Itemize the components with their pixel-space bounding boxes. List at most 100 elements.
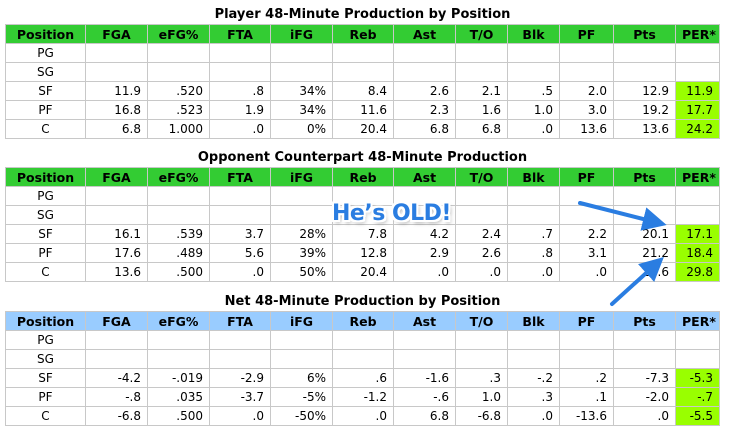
player-production-table: Position FGA eFG% FTA iFG Reb Ast T/O Blk PF Pts PE…: [5, 24, 720, 139]
stat-cell: [613, 205, 676, 225]
stat-cell: 13.6: [613, 119, 676, 139]
stat-cell: [209, 205, 271, 225]
table-row: SF -4.2 -.019 -2.9 6% .6 -1.6.3 -.2.2 -7.3 -5.3: [5, 368, 720, 388]
column-header: T/O: [455, 24, 508, 44]
stat-cell: [507, 205, 560, 225]
stat-cell: [270, 349, 333, 369]
table-row: PF 17.6.489 5.6 39% 12.8 2.9 2.6.8 3.1 21.2 18.4: [5, 243, 720, 263]
stat-cell: .0: [455, 262, 508, 282]
column-header: Position: [5, 24, 86, 44]
stat-cell: -6.8: [455, 406, 508, 426]
stat-cell: 13.6: [613, 262, 676, 282]
stat-cell: [332, 205, 394, 225]
stat-cell: .0: [507, 262, 560, 282]
per-cell: -.7: [675, 387, 720, 407]
stat-cell: [85, 186, 148, 206]
stat-cell: 21.2: [613, 243, 676, 263]
stat-cell: .035: [147, 387, 210, 407]
per-cell: 17.1: [675, 224, 720, 244]
stat-cell: .0: [507, 119, 560, 139]
stat-cell: [147, 186, 210, 206]
stat-cell: [332, 186, 394, 206]
position-cell: C: [5, 119, 86, 139]
per-cell: 29.8: [675, 262, 720, 282]
stat-cell: 2.9: [393, 243, 456, 263]
stat-cell: [393, 43, 456, 63]
stat-cell: [209, 43, 271, 63]
stat-cell: 16.1: [85, 224, 148, 244]
table-row: PF -.8.035 -3.7 -5% -1.2 -.6 1.0.3.1 -2.0 -.7: [5, 387, 720, 407]
stat-cell: [507, 349, 560, 369]
stat-cell: [559, 62, 614, 82]
stat-cell: 1.6: [455, 100, 508, 120]
stat-cell: [209, 186, 271, 206]
stat-cell: .0: [393, 262, 456, 282]
column-header: Position: [5, 311, 86, 331]
stat-cell: [393, 205, 456, 225]
column-header: Reb: [332, 24, 394, 44]
header-row: Position FGA eFG% FTA iFG Reb Ast T/O Blk PF Pts PE…: [5, 167, 720, 187]
per-cell: [675, 62, 720, 82]
per-cell: -5.5: [675, 406, 720, 426]
stat-cell: [559, 349, 614, 369]
stat-cell: [393, 62, 456, 82]
stat-cell: -3.7: [209, 387, 271, 407]
stat-cell: .0: [209, 119, 271, 139]
net-production-table: Position FGA eFG% FTA iFG Reb Ast T/O Blk PF Pts PE…: [5, 311, 720, 426]
stat-cell: .8: [209, 81, 271, 101]
stat-cell: 19.2: [613, 100, 676, 120]
column-header: T/O: [455, 311, 508, 331]
stat-cell: 4.2: [393, 224, 456, 244]
stat-cell: 3.0: [559, 100, 614, 120]
stat-cell: .523: [147, 100, 210, 120]
stat-cell: [270, 43, 333, 63]
position-cell: PG: [5, 330, 86, 350]
stat-cell: [85, 62, 148, 82]
stat-cell: [209, 62, 271, 82]
stat-cell: 8.4: [332, 81, 394, 101]
column-header: Position: [5, 167, 86, 187]
header-row: Position FGA eFG% FTA iFG Reb Ast T/O Blk PF Pts PE…: [5, 311, 720, 331]
table-row: PG: [5, 330, 720, 350]
position-cell: PG: [5, 43, 86, 63]
stat-cell: 7.8: [332, 224, 394, 244]
stat-cell: .8: [507, 243, 560, 263]
column-header: Blk: [507, 167, 560, 187]
stat-cell: [559, 330, 614, 350]
stat-cell: 11.9: [85, 81, 148, 101]
column-header: Blk: [507, 24, 560, 44]
stat-cell: .500: [147, 262, 210, 282]
table-row: PG: [5, 43, 720, 63]
per-cell: [675, 330, 720, 350]
stat-cell: 2.2: [559, 224, 614, 244]
stat-cell: 6.8: [393, 119, 456, 139]
column-header: FGA: [85, 311, 148, 331]
stat-cell: [507, 330, 560, 350]
stat-cell: [455, 349, 508, 369]
position-cell: SG: [5, 62, 86, 82]
stat-cell: [455, 43, 508, 63]
stat-cell: [147, 330, 210, 350]
position-cell: C: [5, 406, 86, 426]
stat-cell: 1.0: [455, 387, 508, 407]
player-production-section: Player 48-Minute Production by Position …: [5, 6, 720, 139]
stat-cell: -.019: [147, 368, 210, 388]
stat-cell: [270, 205, 333, 225]
stat-cell: [147, 43, 210, 63]
stat-cell: [507, 62, 560, 82]
stat-cell: 5.6: [209, 243, 271, 263]
stat-cell: [455, 186, 508, 206]
column-header: Pts: [613, 167, 676, 187]
position-cell: C: [5, 262, 86, 282]
table-title: Opponent Counterpart 48-Minute Productio…: [197, 150, 528, 165]
stat-cell: [393, 186, 456, 206]
stat-cell: .0: [613, 406, 676, 426]
stat-cell: -.8: [85, 387, 148, 407]
table-row: PG: [5, 186, 720, 206]
column-header: FTA: [209, 24, 271, 44]
stat-cell: -7.3: [613, 368, 676, 388]
stat-cell: .3: [507, 387, 560, 407]
stat-cell: .1: [559, 387, 614, 407]
stat-cell: -50%: [270, 406, 333, 426]
table-row: C 6.8 1.000.0 0% 20.4 6.8 6.8.0 13.6 13.6 24.2: [5, 119, 720, 139]
